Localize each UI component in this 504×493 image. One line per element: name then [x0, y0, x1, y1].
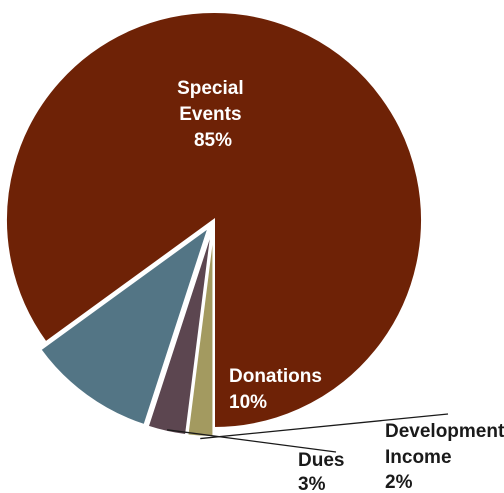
label-dues: Dues 3% [298, 450, 350, 493]
label-dues-value: 3% [298, 474, 326, 493]
label-development-income-line-1: Development [385, 421, 504, 442]
leader-line-dues [167, 429, 337, 453]
label-donations: Donations 10% [229, 366, 327, 413]
label-special-events-line-2: Events [179, 104, 241, 125]
pie-slice-special-events [5, 11, 423, 430]
label-donations-value: 10% [229, 392, 267, 413]
label-donations-line-1: Donations [229, 366, 322, 387]
leader-lines [167, 413, 449, 453]
label-development-income-line-2: Income [385, 447, 452, 468]
pie-slices [5, 11, 423, 438]
label-special-events-value: 85% [194, 130, 232, 151]
label-special-events-line-1: Special [177, 78, 244, 99]
label-special-events: Special Events 85% [177, 78, 249, 151]
label-development-income: Development Income 2% [385, 421, 504, 493]
leader-line-development-income [200, 413, 449, 440]
label-development-income-value: 2% [385, 472, 413, 493]
label-dues-line-1: Dues [298, 450, 344, 471]
pie-slice-donations [39, 224, 211, 427]
pie-slice-dues [146, 228, 214, 437]
